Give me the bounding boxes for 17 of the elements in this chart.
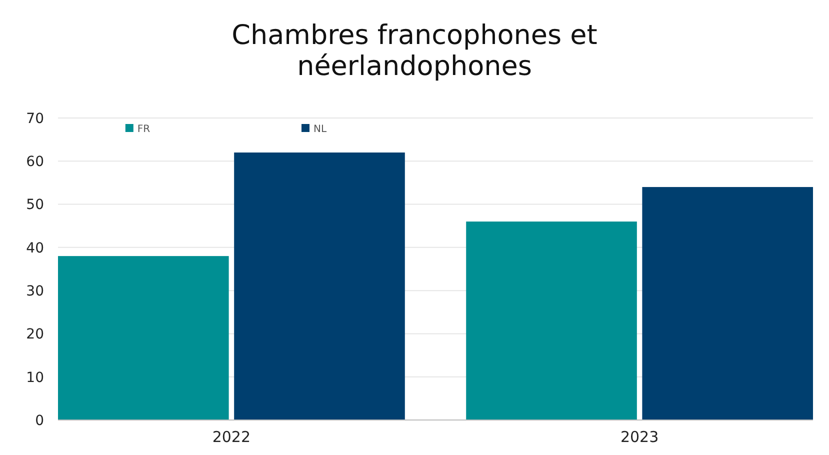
legend-label: FR xyxy=(137,124,150,135)
y-tick-label: 30 xyxy=(26,283,44,300)
y-tick-label: 70 xyxy=(26,110,44,127)
y-tick-label: 60 xyxy=(26,154,44,170)
y-tick-label: 20 xyxy=(26,326,44,343)
bar xyxy=(58,256,229,420)
x-tick-label: 2022 xyxy=(212,428,251,446)
legend-label: NL xyxy=(313,124,327,135)
bar xyxy=(466,222,637,420)
y-tick-label: 50 xyxy=(26,197,44,214)
chart-title: Chambres francophones et néerlandophones xyxy=(232,20,598,82)
y-tick-label: 40 xyxy=(26,240,44,256)
bar xyxy=(234,152,405,420)
y-tick-label: 0 xyxy=(35,412,44,429)
x-tick-label: 2023 xyxy=(620,428,659,446)
y-tick-label: 10 xyxy=(26,370,44,386)
bar xyxy=(642,187,813,420)
